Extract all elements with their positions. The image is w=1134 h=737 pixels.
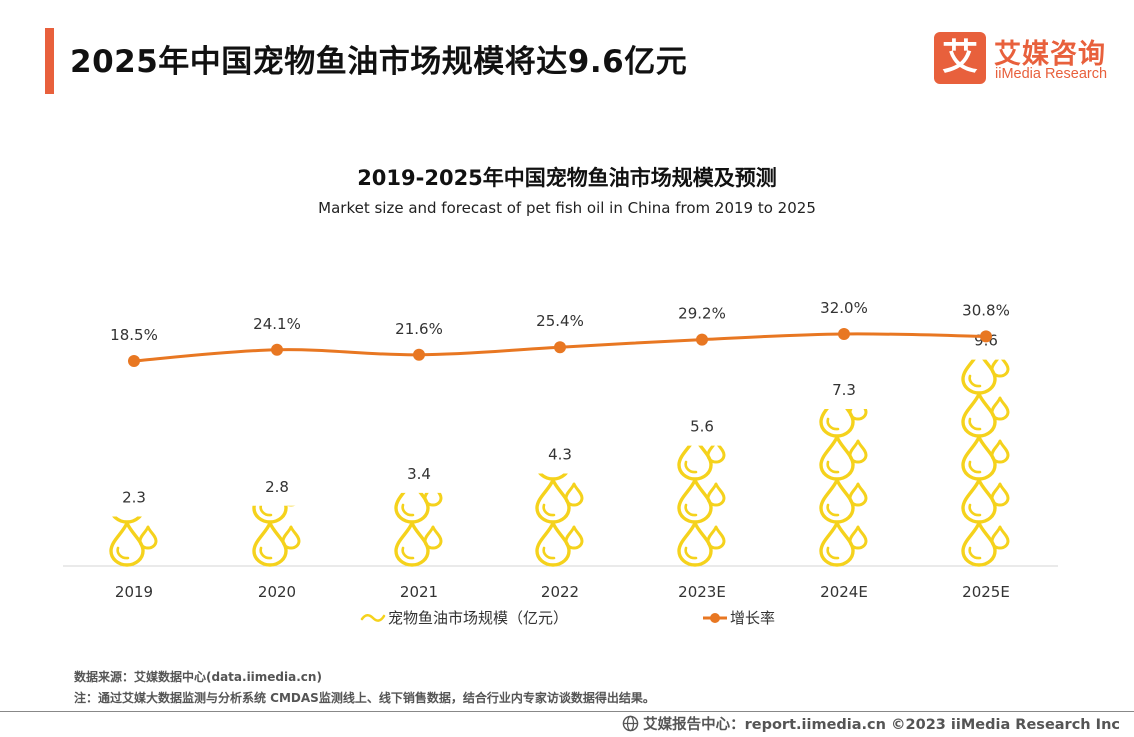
logo-cn-name: 艾媒咨询 — [994, 39, 1106, 70]
x-tick-label: 2021 — [400, 583, 438, 601]
bar-value-label: 3.4 — [407, 465, 431, 483]
bar-2022 — [535, 473, 584, 567]
growth-point-2024E — [838, 328, 850, 340]
x-tick-label: 2023E — [678, 583, 726, 601]
growth-point-2021 — [413, 348, 425, 361]
bar-2024E — [819, 409, 868, 567]
growth-point-2019 — [128, 355, 140, 367]
chart-title: 2019-2025年中国宠物鱼油市场规模及预测 — [357, 166, 777, 190]
bar-2025E — [961, 359, 1010, 567]
growth-point-2023E — [696, 333, 708, 346]
bar-2021 — [394, 492, 443, 567]
growth-point-2020 — [271, 343, 283, 356]
x-tick-label: 2020 — [258, 583, 296, 601]
title-accent-bar — [45, 28, 54, 94]
legend-item-market-size: 宠物鱼油市场规模（亿元） — [360, 607, 568, 628]
bar-2020 — [252, 505, 301, 567]
footer-brand: 艾媒报告中心：report.iimedia.cn ©2023 iiMedia R… — [622, 713, 1120, 734]
growth-rate-label: 21.6% — [395, 320, 443, 338]
legend-label-market-size: 宠物鱼油市场规模（亿元） — [388, 609, 569, 627]
oil-drop-legend-icon — [360, 613, 386, 622]
logo-en-name: iiMedia Research — [995, 66, 1108, 82]
growth-rate-label: 18.5% — [110, 326, 158, 344]
x-tick-label: 2025E — [962, 583, 1010, 601]
bar-value-label: 4.3 — [548, 446, 572, 464]
x-tick-label: 2019 — [115, 583, 153, 601]
legend-label-growth-rate: 增长率 — [730, 609, 776, 627]
chart-legend: 宠物鱼油市场规模（亿元） 增长率 — [0, 607, 1134, 629]
growth-point-2022 — [554, 341, 566, 354]
x-tick-label: 2024E — [820, 583, 868, 601]
growth-rate-label: 32.0% — [820, 299, 868, 317]
bar-2023E — [677, 445, 726, 567]
bar-value-label: 5.6 — [690, 418, 714, 436]
globe-icon — [622, 715, 639, 732]
logo-mark-icon: 艾 — [934, 32, 986, 84]
growth-rate-label: 25.4% — [536, 312, 584, 330]
method-note: 注：通过艾媒大数据监测与分析系统 CMDAS监测线上、线下销售数据，结合行业内专… — [74, 691, 655, 705]
bar-2019 — [109, 516, 158, 567]
legend-item-growth-rate: 增长率 — [702, 607, 775, 628]
bar-value-label: 2.3 — [122, 489, 146, 507]
source-note: 数据来源：艾媒数据中心(data.iimedia.cn) — [74, 670, 322, 684]
footer-divider — [0, 711, 1134, 712]
growth-rate-label: 24.1% — [253, 315, 301, 333]
bar-value-label: 7.3 — [832, 381, 856, 399]
growth-rate-label: 29.2% — [678, 305, 726, 323]
growth-rate-label: 30.8% — [962, 301, 1010, 319]
footer-brand-text: 艾媒报告中心：report.iimedia.cn ©2023 iiMedia R… — [643, 717, 1120, 733]
iimedia-logo: 艾 艾媒咨询 iiMedia Research — [934, 32, 1114, 86]
x-tick-label: 2022 — [541, 583, 579, 601]
line-marker-legend-icon — [703, 612, 727, 623]
bar-value-label: 2.8 — [265, 478, 289, 496]
page-title: 2025年中国宠物鱼油市场规模将达9.6亿元 — [70, 44, 688, 80]
chart-subtitle: Market size and forecast of pet fish oil… — [318, 199, 816, 217]
growth-point-2025E — [980, 330, 992, 343]
